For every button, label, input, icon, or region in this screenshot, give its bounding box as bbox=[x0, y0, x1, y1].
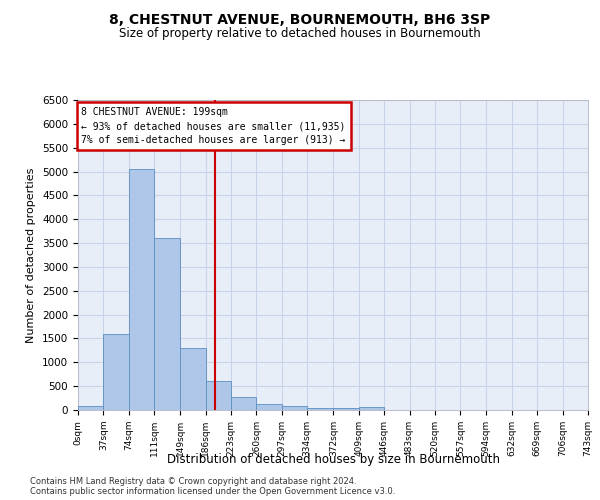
Bar bbox=[334, 408, 359, 410]
Y-axis label: Number of detached properties: Number of detached properties bbox=[26, 168, 37, 342]
Bar bbox=[206, 382, 231, 410]
Bar bbox=[129, 169, 154, 410]
Bar bbox=[103, 334, 129, 410]
Text: Contains HM Land Registry data © Crown copyright and database right 2024.: Contains HM Land Registry data © Crown c… bbox=[30, 478, 356, 486]
Bar bbox=[154, 238, 180, 410]
Text: Size of property relative to detached houses in Bournemouth: Size of property relative to detached ho… bbox=[119, 28, 481, 40]
Bar bbox=[78, 406, 103, 410]
Bar bbox=[359, 406, 384, 410]
Bar bbox=[231, 397, 256, 410]
Bar bbox=[180, 348, 206, 410]
Text: 8, CHESTNUT AVENUE, BOURNEMOUTH, BH6 3SP: 8, CHESTNUT AVENUE, BOURNEMOUTH, BH6 3SP bbox=[109, 12, 491, 26]
Bar bbox=[256, 404, 282, 410]
Text: 8 CHESTNUT AVENUE: 199sqm
← 93% of detached houses are smaller (11,935)
7% of se: 8 CHESTNUT AVENUE: 199sqm ← 93% of detac… bbox=[82, 107, 346, 145]
Bar bbox=[307, 408, 334, 410]
Text: Distribution of detached houses by size in Bournemouth: Distribution of detached houses by size … bbox=[167, 452, 500, 466]
Bar bbox=[282, 406, 307, 410]
Text: Contains public sector information licensed under the Open Government Licence v3: Contains public sector information licen… bbox=[30, 488, 395, 496]
